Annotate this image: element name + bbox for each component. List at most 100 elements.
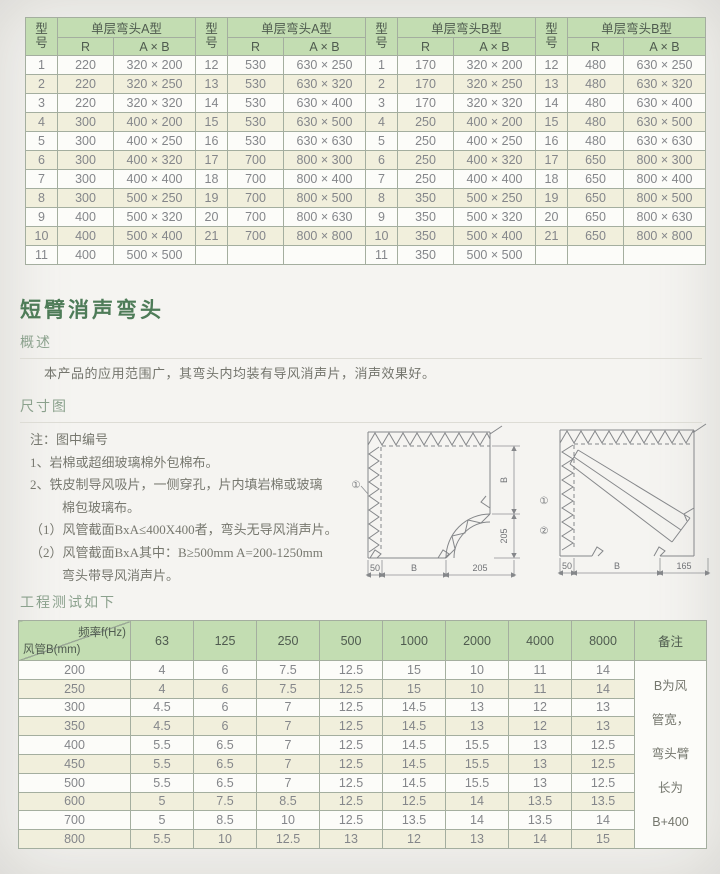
cell: 12.5 xyxy=(571,735,635,755)
cell: 320 × 250 xyxy=(113,74,196,94)
cell: 630 × 500 xyxy=(623,112,706,132)
note-line: （1）风管截面BxA≤400X400者，弯头无导风消声片。 xyxy=(30,522,338,538)
cell: 13 xyxy=(445,697,509,718)
callout-2-label: ② xyxy=(540,526,549,537)
cell: 7.5 xyxy=(256,678,320,699)
dimension-lines xyxy=(557,558,711,576)
cell: 320 × 200 xyxy=(113,55,196,75)
cell: 6 xyxy=(365,150,398,170)
cell: 7.5 xyxy=(256,660,320,680)
cell: 4 xyxy=(130,678,194,699)
freq-header: 63 xyxy=(130,620,194,661)
cell: 400 × 200 xyxy=(453,112,536,132)
freq-header: 8000 xyxy=(571,620,635,661)
notes-list: 1、岩棉或超细玻璃棉外包棉布。 2、铁皮制导风吸片，一侧穿孔，片内填岩棉或玻璃 棉包… xyxy=(22,452,358,588)
cell: 800 × 500 xyxy=(623,188,706,208)
cell: 10 xyxy=(445,660,509,680)
cell: 500 × 320 xyxy=(113,207,196,227)
duct-width-cell: 700 xyxy=(18,810,131,831)
table-row: 350 4.5 6 7 12.5 14.5 13 12 13 xyxy=(18,716,707,737)
cell: 18 xyxy=(195,169,228,189)
freq-header: 500 xyxy=(319,620,383,661)
cell: 1 xyxy=(365,55,398,75)
table-row: 10 400 500 × 400 21 700 800 × 800 10 350 500 × 4… xyxy=(25,226,706,246)
cell: 5 xyxy=(130,810,194,831)
note-line: （2）风管截面BxA其中：B≥500mm A=200-1250mm xyxy=(30,544,323,560)
cell: 10 xyxy=(25,226,58,246)
table-row: 300 4.5 6 7 12.5 14.5 13 12 13 xyxy=(18,697,707,718)
cell: 14 xyxy=(571,660,635,680)
cell: 530 xyxy=(227,131,284,151)
acoustic-test-table: 频率f(Hz) 风管B(mm) 63 125 250 500 1000 2000… xyxy=(18,620,707,849)
cell: 2 xyxy=(25,74,58,94)
dimension-lines xyxy=(360,445,520,578)
elbow-outline xyxy=(367,425,503,559)
cell: 6 xyxy=(193,697,257,718)
cell: 15 xyxy=(195,112,228,132)
cell: 530 xyxy=(227,93,284,113)
cell: 630 × 250 xyxy=(283,55,366,75)
cell xyxy=(623,245,706,265)
cell: 500 × 250 xyxy=(113,188,196,208)
cell xyxy=(195,245,228,265)
cell: 350 xyxy=(397,245,454,265)
cell: 11 xyxy=(508,678,572,699)
cell: 320 × 250 xyxy=(453,74,536,94)
cell: 14.5 xyxy=(382,772,446,793)
duct-width-cell: 400 xyxy=(18,735,131,755)
cell: 800 × 400 xyxy=(623,169,706,189)
col-header-model: 型 号 xyxy=(535,17,568,56)
cell: 170 xyxy=(397,55,454,75)
cell: 650 xyxy=(567,207,624,227)
cell: 10 xyxy=(256,810,320,831)
dim-b: B xyxy=(614,561,620,571)
cell: 15.5 xyxy=(445,772,509,793)
cell: 320 × 200 xyxy=(453,55,536,75)
cell: 13.5 xyxy=(508,791,572,812)
cell: 12.5 xyxy=(382,791,446,812)
cell: 400 × 250 xyxy=(453,131,536,151)
cell: 16 xyxy=(535,131,568,151)
cell: 14 xyxy=(445,791,509,812)
cell: 13 xyxy=(508,753,572,774)
group-header: 单层弯头B型 xyxy=(397,17,536,38)
duct-width-cell: 200 xyxy=(18,660,131,680)
elbow-dimension-diagram-2: ① ② 50 B 165 xyxy=(540,423,711,576)
cell: 13.5 xyxy=(508,810,572,831)
cell: 5 xyxy=(365,131,398,151)
cell: 1 xyxy=(25,55,58,75)
cell: 500 × 400 xyxy=(113,226,196,246)
cell: 700 xyxy=(227,226,284,246)
col-header-axb: A × B xyxy=(283,37,366,56)
cell: 6 xyxy=(193,660,257,680)
freq-header: 4000 xyxy=(508,620,572,661)
cell: 700 xyxy=(227,207,284,227)
cell: 8 xyxy=(25,188,58,208)
table-row: 4 300 400 × 200 15 530 630 × 500 4 250 400 × 200… xyxy=(25,112,706,132)
cell: 12.5 xyxy=(319,791,383,812)
cell: 13 xyxy=(445,829,509,849)
cell: 800 × 300 xyxy=(283,150,366,170)
cell: 400 × 400 xyxy=(113,169,196,189)
cell: 2 xyxy=(365,74,398,94)
group-header: 单层弯头A型 xyxy=(227,17,366,38)
table-row: 250 4 6 7.5 12.5 15 10 11 14 xyxy=(18,678,707,699)
col-header-r: R xyxy=(397,37,454,56)
col-header-model: 型 号 xyxy=(195,17,228,56)
cell: 9 xyxy=(25,207,58,227)
cell: 10 xyxy=(365,226,398,246)
cell: 7 xyxy=(256,716,320,737)
cell: 300 xyxy=(57,188,114,208)
cell: 21 xyxy=(195,226,228,246)
note-line: 弯头带导风消声片。 xyxy=(62,567,180,583)
notes-block: 注：图中编号 1、岩棉或超细玻璃棉外包棉布。 2、铁皮制导风吸片，一侧穿孔，片内填… xyxy=(22,429,358,587)
cell: 7 xyxy=(256,753,320,774)
cell: 19 xyxy=(195,188,228,208)
cell: 5 xyxy=(130,791,194,812)
callout-1-label: ① xyxy=(352,480,361,491)
cell: 300 xyxy=(57,112,114,132)
dim-50: 50 xyxy=(370,563,380,573)
cell: 500 × 400 xyxy=(453,226,536,246)
cell: 14 xyxy=(535,93,568,113)
cell: 14.5 xyxy=(382,753,446,774)
